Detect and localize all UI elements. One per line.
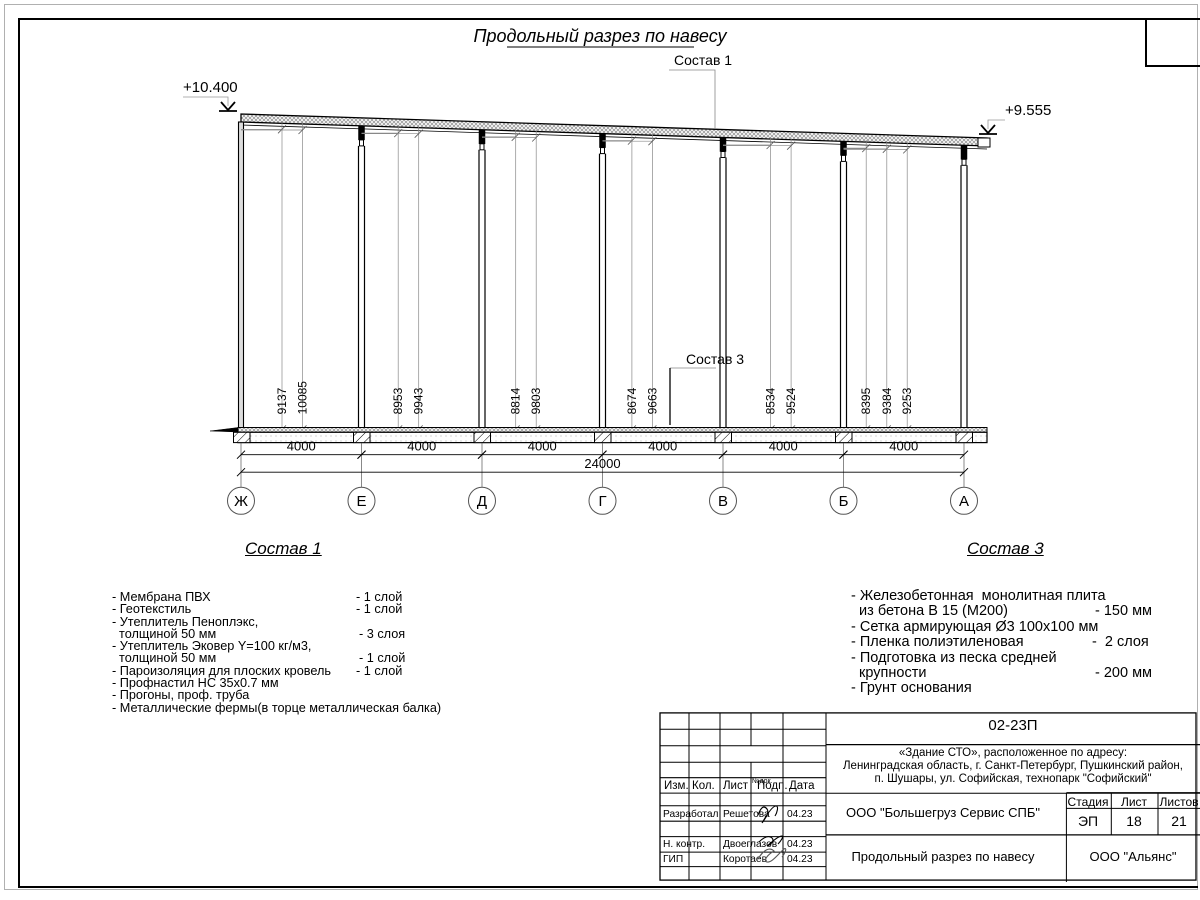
svg-text:8534: 8534: [764, 387, 778, 414]
svg-text:9384: 9384: [880, 387, 894, 414]
svg-text:+9.555: +9.555: [1005, 102, 1051, 119]
svg-text:9803: 9803: [529, 387, 543, 414]
svg-text:8395: 8395: [859, 387, 873, 414]
svg-text:9253: 9253: [900, 387, 914, 414]
svg-text:9663: 9663: [645, 387, 659, 414]
svg-text:Состав 1: Состав 1: [674, 52, 732, 68]
svg-text:4000: 4000: [407, 439, 436, 454]
svg-text:10085: 10085: [296, 381, 310, 415]
svg-text:24000: 24000: [584, 456, 620, 471]
svg-text:9943: 9943: [412, 387, 426, 414]
svg-text:8953: 8953: [391, 387, 405, 414]
svg-text:Е: Е: [356, 493, 366, 510]
svg-text:Б: Б: [839, 493, 849, 510]
svg-text:Г: Г: [598, 493, 606, 510]
svg-text:4000: 4000: [648, 439, 677, 454]
svg-text:9524: 9524: [784, 387, 798, 414]
svg-text:А: А: [959, 493, 969, 510]
svg-text:8814: 8814: [509, 387, 523, 414]
svg-text:Д: Д: [477, 493, 487, 510]
svg-text:9137: 9137: [275, 387, 289, 414]
svg-text:4000: 4000: [287, 439, 316, 454]
svg-text:Продольный разрез по навесу: Продольный разрез по навесу: [473, 26, 727, 46]
svg-text:4000: 4000: [528, 439, 557, 454]
svg-text:4000: 4000: [769, 439, 798, 454]
svg-text:+10.400: +10.400: [183, 79, 238, 96]
svg-text:Состав 3: Состав 3: [686, 351, 744, 367]
svg-text:В: В: [718, 493, 728, 510]
svg-text:8674: 8674: [625, 387, 639, 414]
svg-text:4000: 4000: [889, 439, 918, 454]
svg-text:Ж: Ж: [234, 493, 248, 510]
